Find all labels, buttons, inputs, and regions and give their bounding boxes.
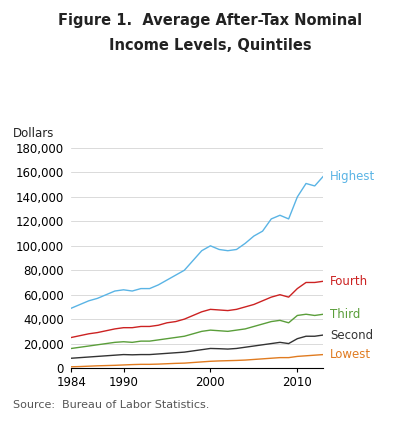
Text: Lowest: Lowest bbox=[331, 348, 371, 361]
Text: Dollars: Dollars bbox=[13, 126, 54, 140]
Text: Third: Third bbox=[331, 308, 361, 321]
Text: Fourth: Fourth bbox=[331, 275, 368, 288]
Text: Source:  Bureau of Labor Statistics.: Source: Bureau of Labor Statistics. bbox=[13, 400, 209, 410]
Text: Highest: Highest bbox=[331, 170, 375, 183]
Text: Figure 1.  Average After-Tax Nominal: Figure 1. Average After-Tax Nominal bbox=[58, 13, 362, 27]
Text: Income Levels, Quintiles: Income Levels, Quintiles bbox=[109, 38, 311, 53]
Text: Second: Second bbox=[331, 329, 373, 341]
